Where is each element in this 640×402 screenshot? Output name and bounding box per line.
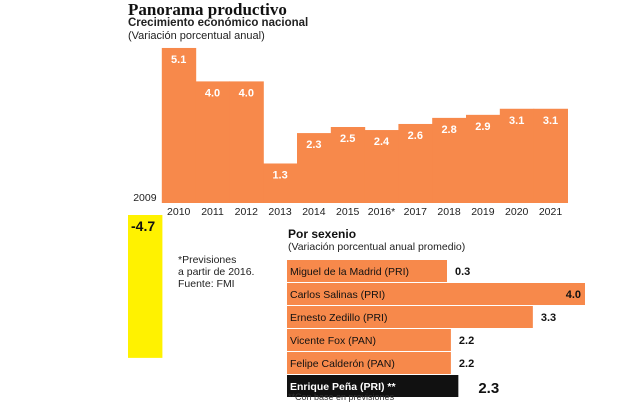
bar-2013 — [263, 163, 298, 203]
value-label-2011: 4.0 — [205, 87, 220, 99]
sexenio-bar-5 — [287, 375, 459, 397]
value-label-2013: 1.3 — [272, 169, 287, 181]
page-title: Panorama productivo — [128, 0, 287, 19]
x-tick-label-2016*: 2016* — [368, 206, 395, 218]
sexenio-value-0: 0.3 — [455, 266, 470, 278]
sexenio-label-1: Carlos Salinas (PRI) — [290, 289, 385, 301]
x-tick-label-2013: 2013 — [268, 206, 292, 218]
bar-2014 — [297, 133, 332, 203]
sexenio-label-3: Vicente Fox (PAN) — [290, 335, 376, 347]
sexenio-label-5: Enrique Peña (PRI) ** — [290, 381, 397, 393]
value-label-2010: 5.1 — [171, 54, 186, 66]
bar-2010 — [161, 47, 197, 204]
x-tick-label-2010: 2010 — [167, 206, 191, 218]
sexenio-bar-3 — [287, 329, 451, 351]
sexenio-title: Por sexenio — [288, 227, 357, 241]
value-label-2019: 2.9 — [475, 121, 490, 133]
sexenio-bar-1 — [287, 283, 585, 305]
x-tick-label-2018: 2018 — [437, 206, 461, 218]
notes-text: *Previsiones a partir de 2016. Fuente: F… — [178, 254, 255, 290]
value-label-2018: 2.8 — [441, 124, 456, 136]
x-tick-label-2009: 2009 — [133, 192, 157, 204]
value-label-2014: 2.3 — [306, 139, 321, 151]
bar-2019 — [466, 114, 501, 203]
footnote-text: **Con base en previsiones — [288, 392, 395, 402]
bar-2012 — [229, 81, 264, 203]
sexenio-value-5: 2.3 — [478, 380, 499, 397]
sexenio-value-4: 2.2 — [459, 358, 474, 370]
sexenio-subtitle: (Variación porcentual anual promedio) — [288, 241, 466, 253]
bar-2020 — [499, 108, 535, 203]
sexenio-label-2: Ernesto Zedillo (PRI) — [290, 312, 387, 324]
sexenio-label-0: Miguel de la Madrid (PRI) — [290, 266, 409, 278]
sexenio-bar-2 — [287, 306, 533, 328]
sexenio-value-3: 2.2 — [459, 335, 474, 347]
value-label-2017: 2.6 — [408, 130, 423, 142]
bar-2021 — [533, 108, 568, 203]
x-tick-label-2015: 2015 — [336, 206, 360, 218]
value-label-2021: 3.1 — [543, 115, 558, 127]
bar-2016* — [364, 130, 399, 203]
bar-2009 — [128, 215, 163, 358]
x-tick-label-2019: 2019 — [471, 206, 495, 218]
chart-title: Crecimiento económico nacional — [128, 17, 309, 29]
sexenio-bar-4 — [287, 352, 451, 374]
chart-subtitle: (Variación porcentual anual) — [128, 30, 265, 42]
sexenio-label-4: Felipe Calderón (PAN) — [290, 358, 395, 370]
x-tick-label-2021: 2021 — [539, 206, 563, 218]
x-tick-label-2012: 2012 — [235, 206, 259, 218]
value-label-2020: 3.1 — [509, 115, 524, 127]
x-tick-label-2014: 2014 — [302, 206, 326, 218]
value-label-2015: 2.5 — [340, 133, 355, 145]
x-tick-label-2017: 2017 — [404, 206, 428, 218]
bar-2017 — [398, 123, 433, 203]
bar-2015 — [330, 127, 366, 203]
bar-2018 — [432, 117, 467, 203]
bar-2011 — [195, 81, 230, 203]
value-label-2012: 4.0 — [239, 87, 254, 99]
sexenio-value-1: 4.0 — [566, 289, 581, 301]
value-label-2009: -4.7 — [131, 218, 155, 234]
sexenio-value-2: 3.3 — [541, 312, 556, 324]
x-tick-label-2020: 2020 — [505, 206, 529, 218]
sexenio-bar-0 — [287, 260, 447, 282]
value-label-2016*: 2.4 — [374, 136, 390, 148]
x-tick-label-2011: 2011 — [201, 206, 224, 218]
